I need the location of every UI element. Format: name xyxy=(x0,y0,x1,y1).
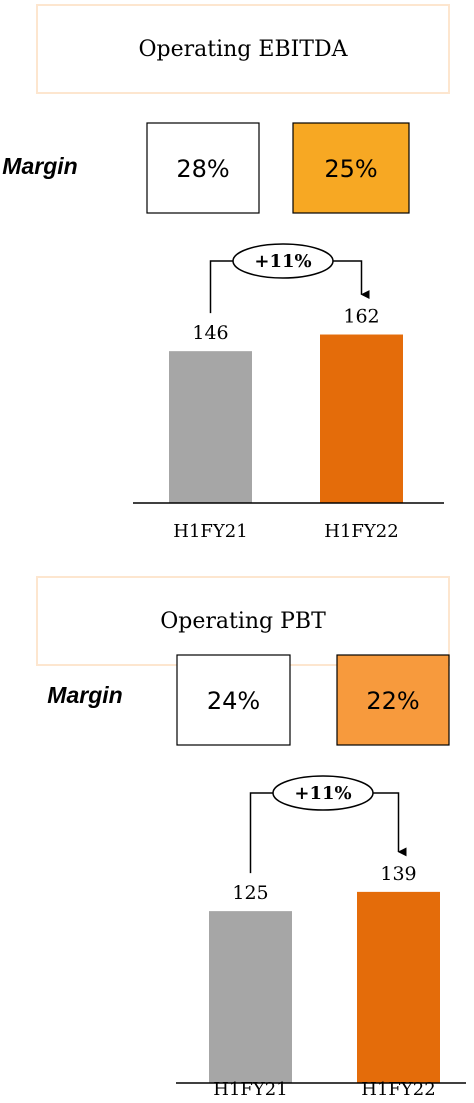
bar xyxy=(357,891,440,1083)
growth-label: +11% xyxy=(254,251,311,272)
margin-value: 22% xyxy=(366,687,419,715)
growth-arrow xyxy=(373,792,407,857)
margin-value: 25% xyxy=(324,155,377,183)
value-label: 162 xyxy=(343,306,379,328)
growth-label: +11% xyxy=(294,783,351,804)
margin-value: 24% xyxy=(207,687,260,715)
margin-value: 28% xyxy=(176,155,229,183)
chart-title: Operating EBITDA xyxy=(138,37,348,62)
value-label: 146 xyxy=(192,322,228,344)
x-tick-label: H1FY22 xyxy=(324,521,398,542)
value-label: 139 xyxy=(380,863,416,885)
margin-box xyxy=(146,122,260,214)
growth-bracket xyxy=(209,260,233,314)
margin-label: Margin xyxy=(47,682,122,708)
x-tick-label: H1FY21 xyxy=(213,1079,287,1100)
bar xyxy=(169,351,252,503)
chart-title: Operating PBT xyxy=(160,609,326,634)
margin-box xyxy=(176,654,291,746)
bar xyxy=(320,334,403,503)
title-box xyxy=(36,4,450,94)
growth-bracket xyxy=(249,792,273,874)
growth-arrow xyxy=(333,260,370,300)
growth-ellipse xyxy=(272,775,374,811)
growth-ellipse xyxy=(232,243,334,279)
value-label: 125 xyxy=(232,882,268,904)
bar xyxy=(209,911,292,1083)
margin-label: Margin xyxy=(2,153,77,179)
x-tick-label: H1FY22 xyxy=(361,1079,435,1100)
x-tick-label: H1FY21 xyxy=(173,521,247,542)
margin-box xyxy=(292,122,410,214)
title-box xyxy=(36,576,450,666)
margin-box xyxy=(336,654,450,746)
